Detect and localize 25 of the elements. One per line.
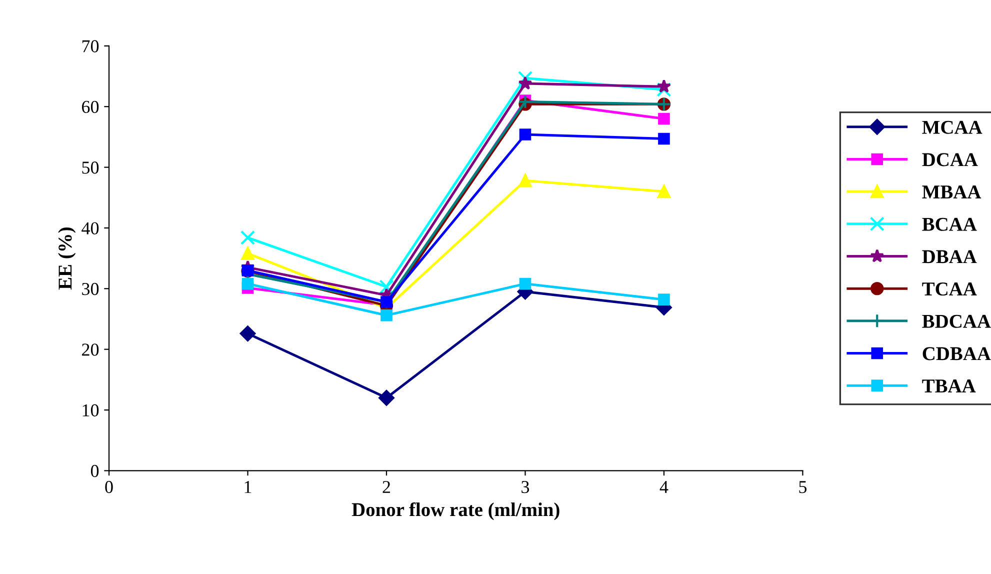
- x-tick-label: 5: [799, 481, 807, 494]
- legend-label: DCAA: [922, 153, 978, 166]
- y-axis-title: EE (%): [58, 228, 76, 290]
- legend-label: DBAA: [922, 250, 977, 264]
- x-tick-label: 3: [522, 480, 530, 494]
- legend-label: MBAA: [922, 186, 982, 198]
- y-tick-label: 0: [90, 464, 99, 478]
- y-tick-label: 50: [82, 162, 99, 174]
- legend-label: TCAA: [922, 282, 977, 296]
- y-tick-label: 10: [82, 404, 99, 416]
- legend-label: BDCAA: [922, 314, 991, 328]
- legend-label: MCAA: [922, 120, 982, 134]
- legend-label: TBAA: [922, 380, 976, 392]
- x-tick-label: 0: [105, 480, 113, 494]
- y-tick-label: 20: [82, 344, 99, 356]
- x-axis-title: Donor flow rate (ml/min): [352, 502, 560, 520]
- x-tick-label: 4: [660, 481, 668, 493]
- x-tick-label: 2: [382, 480, 390, 493]
- y-tick-label: 40: [82, 222, 99, 234]
- y-tick-label: 30: [82, 282, 99, 296]
- y-tick-label: 60: [82, 100, 99, 114]
- legend-label: CDBAA: [922, 347, 991, 360]
- legend-label: BCAA: [922, 218, 977, 231]
- x-tick-label: 1: [244, 481, 252, 493]
- y-tick-label: 70: [82, 40, 99, 52]
